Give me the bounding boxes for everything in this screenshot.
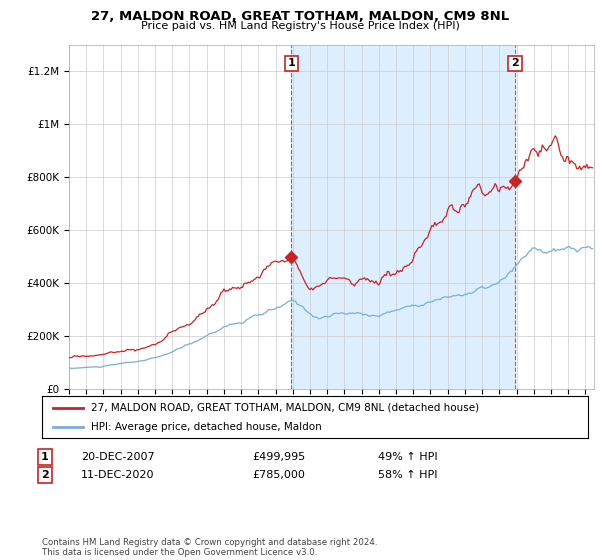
Text: £785,000: £785,000 <box>252 470 305 480</box>
Text: HPI: Average price, detached house, Maldon: HPI: Average price, detached house, Mald… <box>91 422 322 432</box>
Text: 27, MALDON ROAD, GREAT TOTHAM, MALDON, CM9 8NL (detached house): 27, MALDON ROAD, GREAT TOTHAM, MALDON, C… <box>91 403 479 413</box>
Bar <box>292 45 515 389</box>
Text: 49% ↑ HPI: 49% ↑ HPI <box>378 452 437 462</box>
Text: 1: 1 <box>287 58 295 68</box>
Text: Contains HM Land Registry data © Crown copyright and database right 2024.
This d: Contains HM Land Registry data © Crown c… <box>42 538 377 557</box>
Text: 58% ↑ HPI: 58% ↑ HPI <box>378 470 437 480</box>
Text: 2: 2 <box>41 470 49 480</box>
Text: 11-DEC-2020: 11-DEC-2020 <box>81 470 155 480</box>
Text: £499,995: £499,995 <box>252 452 305 462</box>
Text: 20-DEC-2007: 20-DEC-2007 <box>81 452 155 462</box>
Text: Price paid vs. HM Land Registry's House Price Index (HPI): Price paid vs. HM Land Registry's House … <box>140 21 460 31</box>
Text: 2: 2 <box>511 58 519 68</box>
Text: 1: 1 <box>41 452 49 462</box>
Text: 27, MALDON ROAD, GREAT TOTHAM, MALDON, CM9 8NL: 27, MALDON ROAD, GREAT TOTHAM, MALDON, C… <box>91 10 509 23</box>
